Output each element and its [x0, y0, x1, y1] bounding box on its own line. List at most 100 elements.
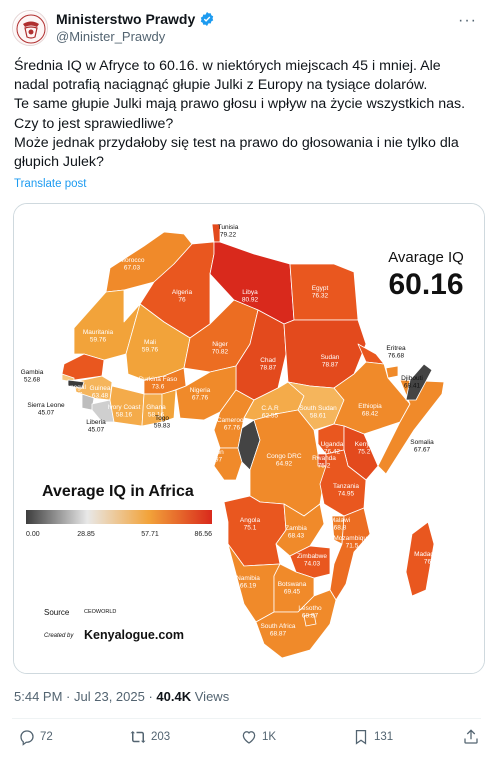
country-name-label: C.A.R — [261, 405, 279, 412]
country-iq-value: 68.87 — [270, 631, 287, 638]
country-iq-value: 76.79 — [424, 559, 441, 566]
country-iq-value: 76.32 — [312, 293, 329, 300]
country-name-label: South Africa — [260, 623, 295, 630]
country-name-label: Sudan — [321, 354, 340, 361]
country-name-label: Mozambique — [333, 535, 371, 542]
country-iq-value: 68.8 — [334, 525, 347, 532]
country-iq-value: 68.43 — [288, 533, 305, 540]
display-name[interactable]: Ministerstwo Prawdy — [56, 11, 196, 27]
country-iq-value: 64.92 — [276, 461, 293, 468]
country-name-label: South Sudan — [299, 405, 337, 412]
country-iq-value: 45.07 — [88, 427, 105, 434]
legend-title: Average IQ in Africa — [42, 483, 194, 500]
average-value: 60.16 — [388, 268, 463, 301]
created-value: Kenyalogue.com — [84, 628, 184, 642]
country-name-label: Niger — [212, 341, 228, 348]
bookmark-icon — [355, 729, 367, 745]
tweet-text: Średnia IQ w Afryce to 60.16. w niektóry… — [14, 57, 479, 172]
translate-post-link[interactable]: Translate post — [14, 178, 87, 190]
tweet-line: Średnia IQ w Afryce to 60.16. w niektóry… — [14, 58, 441, 74]
source-value: CEOWORLD — [84, 609, 116, 615]
country-iq-value: 67.03 — [124, 265, 141, 272]
source-label: Source — [44, 608, 70, 617]
country-iq-value: 79.22 — [220, 232, 237, 239]
country-name-label: Gabon — [204, 449, 224, 456]
country-name-label: Malawi — [330, 517, 350, 524]
country-iq-value: 76.42 — [324, 449, 341, 456]
country-iq-value: 67.76 — [224, 425, 241, 432]
tweet-line: Czy to jest sprawiedliwe? — [14, 115, 174, 132]
country-name-label: Algeria — [172, 289, 193, 296]
country-name-label: Lesotho — [298, 605, 322, 612]
country-name-label: Namibia — [236, 575, 260, 582]
eagle-emblem-icon — [14, 12, 47, 45]
country-name-label: Zambia — [285, 525, 307, 532]
country-iq-value: 68.87 — [302, 613, 319, 620]
tweet-line: głupich Julek? — [14, 154, 104, 171]
country-iq-value: 59.76 — [90, 337, 107, 344]
country-iq-value: 66.19 — [240, 583, 257, 590]
country-iq-value: 71.5 — [346, 543, 359, 550]
country-name-label: Eritrea — [386, 345, 406, 352]
country-name-label: Guinea — [90, 385, 111, 392]
post-date[interactable]: Jul 23, 2025 — [74, 689, 145, 704]
country-iq-value: 69.45 — [284, 589, 301, 596]
country-name-label: Uganda — [321, 441, 344, 448]
country-iq-value: 76 — [178, 297, 186, 304]
like-button[interactable]: 1K — [240, 728, 276, 746]
share-button[interactable] — [462, 728, 480, 746]
country-name-label: Gambia — [21, 369, 44, 376]
country-iq-value: 75.2 — [358, 449, 371, 456]
heart-icon — [242, 731, 256, 744]
tweet-meta: 5:44 PM · Jul 23, 2025 · 40.4K Views — [14, 689, 230, 704]
post-time[interactable]: 5:44 PM — [14, 689, 63, 704]
country-iq-value: 67.76 — [192, 395, 209, 402]
country-iq-value: 78.87 — [260, 365, 277, 372]
country-iq-value: 76.68 — [388, 353, 405, 360]
country-name-label: Mali — [144, 339, 156, 346]
tweet-header: Ministerstwo Prawdy @Minister_Prawdy ··· — [12, 10, 481, 46]
legend-gradient-bar — [26, 510, 212, 524]
country-name-label: Senegal — [62, 384, 86, 391]
country-name-label: Tunisia — [218, 224, 239, 231]
country-iq-value: 62.97 — [206, 457, 223, 464]
views-label: Views — [194, 689, 230, 704]
repost-button[interactable]: 203 — [129, 728, 170, 746]
repost-count: 203 — [151, 731, 171, 743]
verified-badge-icon — [201, 12, 214, 26]
legend-tick: 28.85 — [77, 531, 95, 538]
country-name-label: Rwanda — [312, 455, 336, 462]
headline-label: Avarage IQ — [388, 249, 464, 266]
country-name-label: Congo DRC — [266, 453, 301, 460]
legend-tick: 57.71 — [141, 531, 159, 538]
country-iq-value: 59.76 — [142, 347, 159, 354]
country-iq-value: 78.87 — [322, 362, 339, 369]
country-name-label: Nigeria — [190, 387, 211, 394]
country-iq-value: 67.67 — [414, 447, 431, 454]
country-iq-value: 58.16 — [116, 412, 133, 419]
bookmark-button[interactable]: 131 — [352, 728, 393, 746]
handle[interactable]: @Minister_Prawdy — [56, 29, 166, 44]
more-options-icon[interactable]: ··· — [458, 12, 477, 29]
country-name-label: Togo — [155, 415, 169, 422]
tweet-image[interactable]: Tunisia 79.22 Morocco 67.03 Algeria 76 Libya 80… — [13, 203, 485, 674]
reply-count: 72 — [40, 731, 53, 743]
country-iq-value: 80.92 — [242, 297, 259, 304]
country-name-label: Cameroon — [217, 417, 248, 424]
country-name-label: Kenya — [355, 441, 374, 448]
reply-button[interactable]: 72 — [18, 728, 53, 746]
country-iq-value: 74.03 — [304, 561, 321, 568]
country-name-label: Egypt — [312, 285, 329, 292]
country-name-label: Somalia — [410, 439, 434, 446]
avatar[interactable] — [12, 10, 48, 46]
share-icon — [464, 729, 478, 744]
country-name-label: Ethiopia — [358, 403, 382, 410]
like-count: 1K — [262, 731, 277, 743]
legend-tick: 0.00 — [26, 531, 40, 538]
country-name-label: Tanzania — [333, 483, 359, 490]
country-iq-value: 73.6 — [152, 384, 165, 391]
country-iq-value: 58.16 — [148, 412, 165, 419]
country-iq-value: 77.67 — [66, 392, 83, 399]
country-name-label: Angola — [240, 517, 261, 524]
